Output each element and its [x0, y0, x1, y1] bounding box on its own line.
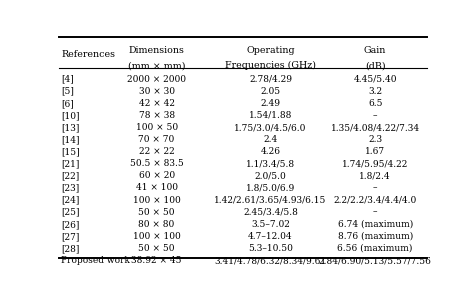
Text: 6.56 (maximum): 6.56 (maximum): [337, 244, 413, 253]
Text: 78 × 38: 78 × 38: [138, 111, 174, 120]
Text: 1.42/2.61/3.65/4.93/6.15: 1.42/2.61/3.65/4.93/6.15: [214, 196, 327, 205]
Text: –: –: [373, 184, 377, 192]
Text: Frequencies (GHz): Frequencies (GHz): [225, 61, 316, 70]
Text: 2.84/6.90/5.13/5.57/7.56: 2.84/6.90/5.13/5.57/7.56: [319, 256, 432, 265]
Text: 2000 × 2000: 2000 × 2000: [127, 75, 186, 84]
Text: 100 × 50: 100 × 50: [136, 123, 178, 132]
Text: [28]: [28]: [61, 244, 80, 253]
Text: 41 × 100: 41 × 100: [136, 184, 178, 192]
Text: Proposed work: Proposed work: [61, 256, 130, 265]
Text: Dimensions: Dimensions: [128, 46, 184, 55]
Text: 3.5–7.02: 3.5–7.02: [251, 220, 290, 229]
Text: 1.35/4.08/4.22/7.34: 1.35/4.08/4.22/7.34: [330, 123, 420, 132]
Text: 5.3–10.50: 5.3–10.50: [248, 244, 293, 253]
Text: 3.41/4.78/6.32/8.34/9.61: 3.41/4.78/6.32/8.34/9.61: [214, 256, 327, 265]
Text: 42 × 42: 42 × 42: [138, 99, 174, 108]
Text: (dB): (dB): [365, 61, 385, 70]
Text: –: –: [373, 208, 377, 217]
Text: [6]: [6]: [61, 99, 74, 108]
Text: 3.2: 3.2: [368, 87, 382, 96]
Text: 4.7–12.04: 4.7–12.04: [248, 232, 293, 241]
Text: 100 × 100: 100 × 100: [133, 196, 181, 205]
Text: 2.4: 2.4: [264, 135, 278, 144]
Text: 2.3: 2.3: [368, 135, 382, 144]
Text: (mm × mm): (mm × mm): [128, 61, 185, 70]
Text: 1.8/5.0/6.9: 1.8/5.0/6.9: [246, 184, 295, 192]
Text: –: –: [373, 111, 377, 120]
Text: 80 × 80: 80 × 80: [138, 220, 175, 229]
Text: 4.45/5.40: 4.45/5.40: [354, 75, 397, 84]
Text: [15]: [15]: [61, 147, 80, 156]
Text: 50.5 × 83.5: 50.5 × 83.5: [130, 159, 183, 168]
Text: 60 × 20: 60 × 20: [138, 171, 174, 180]
Text: 50 × 50: 50 × 50: [138, 208, 175, 217]
Text: [27]: [27]: [61, 232, 80, 241]
Text: Gain: Gain: [364, 46, 386, 55]
Text: 1.1/3.4/5.8: 1.1/3.4/5.8: [246, 159, 295, 168]
Text: 100 × 100: 100 × 100: [133, 232, 181, 241]
Text: 6.5: 6.5: [368, 99, 383, 108]
Text: [5]: [5]: [61, 87, 74, 96]
Text: 2.49: 2.49: [261, 99, 281, 108]
Text: 50 × 50: 50 × 50: [138, 244, 175, 253]
Text: Operating: Operating: [246, 46, 295, 55]
Text: References: References: [61, 50, 115, 59]
Text: 22 × 22: 22 × 22: [139, 147, 174, 156]
Text: [13]: [13]: [61, 123, 80, 132]
Text: [4]: [4]: [61, 75, 74, 84]
Text: 8.76 (maximum): 8.76 (maximum): [337, 232, 413, 241]
Text: [25]: [25]: [61, 208, 80, 217]
Text: 2.45/3.4/5.8: 2.45/3.4/5.8: [243, 208, 298, 217]
Text: [22]: [22]: [61, 171, 79, 180]
Text: 1.75/3.0/4.5/6.0: 1.75/3.0/4.5/6.0: [234, 123, 307, 132]
Text: 2.0/5.0: 2.0/5.0: [255, 171, 286, 180]
Text: 2.05: 2.05: [260, 87, 281, 96]
Text: [10]: [10]: [61, 111, 80, 120]
Text: 30 × 30: 30 × 30: [138, 87, 174, 96]
Text: 1.67: 1.67: [365, 147, 385, 156]
Text: 1.74/5.95/4.22: 1.74/5.95/4.22: [342, 159, 409, 168]
Text: [24]: [24]: [61, 196, 80, 205]
Text: 70 × 70: 70 × 70: [138, 135, 175, 144]
Text: 6.74 (maximum): 6.74 (maximum): [337, 220, 413, 229]
Text: 38.92 × 45: 38.92 × 45: [131, 256, 182, 265]
Text: 1.54/1.88: 1.54/1.88: [249, 111, 292, 120]
Text: 4.26: 4.26: [261, 147, 281, 156]
Text: 1.8/2.4: 1.8/2.4: [359, 171, 391, 180]
Text: [23]: [23]: [61, 184, 79, 192]
Text: [26]: [26]: [61, 220, 80, 229]
Text: 2.78/4.29: 2.78/4.29: [249, 75, 292, 84]
Text: [21]: [21]: [61, 159, 80, 168]
Text: [14]: [14]: [61, 135, 80, 144]
Text: 2.2/2.2/3.4/4.4/4.0: 2.2/2.2/3.4/4.4/4.0: [334, 196, 417, 205]
